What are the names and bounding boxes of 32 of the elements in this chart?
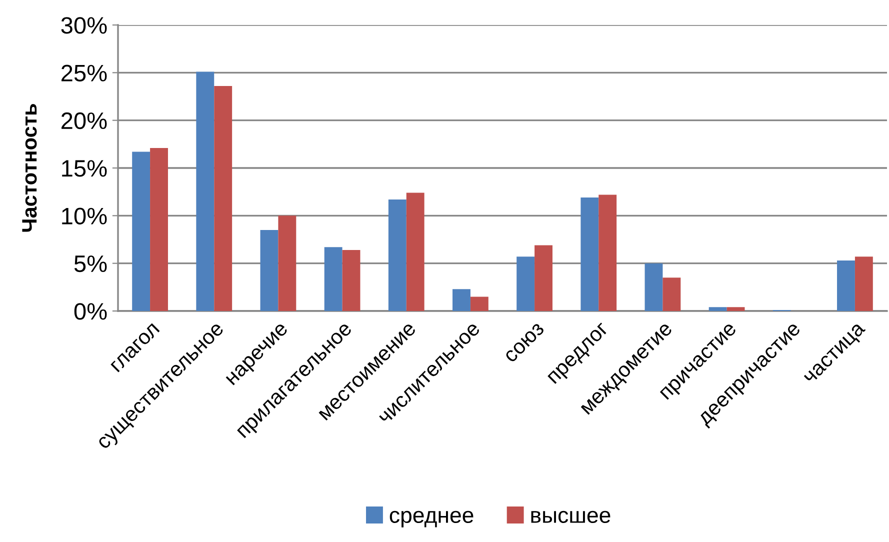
bar <box>406 192 424 311</box>
legend-label: высшее <box>531 510 610 524</box>
y-tick-label: 30% <box>61 17 107 34</box>
bar <box>580 198 599 311</box>
bar <box>452 289 470 311</box>
y-tick-label: 10% <box>62 208 107 224</box>
bar <box>214 86 232 311</box>
bar <box>470 296 488 311</box>
y-tick-label: 20% <box>62 112 107 130</box>
bar <box>278 216 296 311</box>
bar <box>260 230 278 311</box>
bar <box>854 256 873 311</box>
legend-label: среднее <box>390 510 474 528</box>
y-tick-label: 15% <box>62 160 107 177</box>
bar <box>150 148 168 311</box>
bar <box>132 152 150 311</box>
y-tick-label: 25% <box>62 64 107 82</box>
bar <box>388 199 406 311</box>
bar <box>342 250 360 311</box>
bar <box>516 256 535 311</box>
bar <box>837 260 855 311</box>
bar <box>726 307 745 311</box>
bar <box>644 263 663 311</box>
bar <box>708 307 727 311</box>
bar <box>534 245 552 311</box>
bar <box>324 247 342 311</box>
y-tick-label: 0% <box>74 303 107 320</box>
y-tick-label: 5% <box>74 256 107 272</box>
bar <box>662 278 681 311</box>
bar <box>196 72 214 311</box>
bar <box>598 194 617 311</box>
y-axis-title: Частотность <box>22 104 37 232</box>
